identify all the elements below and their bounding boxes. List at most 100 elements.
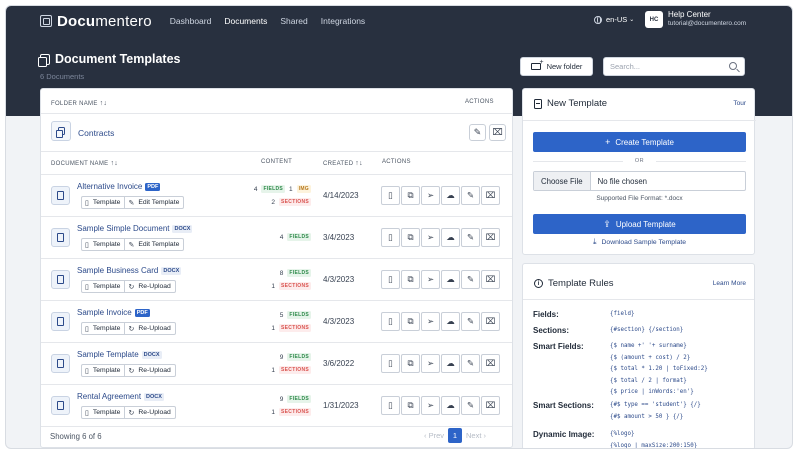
user-menu[interactable]: Help Center tutorial@documentero.com — [668, 10, 746, 28]
upload-template-button[interactable]: ⇪ Upload Template — [533, 214, 746, 234]
learn-more-link[interactable]: Learn More — [712, 280, 746, 287]
copy-button[interactable]: ⧉ — [401, 396, 420, 415]
created-date: 1/31/2023 — [323, 401, 359, 410]
copy-button[interactable]: ⧉ — [401, 312, 420, 331]
cloud-upload-button[interactable]: ☁ — [441, 228, 460, 247]
logo[interactable]: Documentero — [40, 13, 152, 30]
created-header[interactable]: CREATED ↑↓ — [323, 160, 363, 167]
template-button[interactable]: ▯ Template — [81, 364, 126, 377]
delete-button[interactable]: ⌧ — [481, 396, 500, 415]
send-icon: ➢ — [426, 232, 435, 242]
cloud-upload-button[interactable]: ☁ — [441, 396, 460, 415]
table-row[interactable]: Sample Simple Document DOCX ▯ Template ✎ Ed… — [41, 217, 512, 259]
download-sample-link[interactable]: ⤓ Download Sample Template — [592, 237, 687, 246]
next-button[interactable]: Next › — [466, 431, 487, 440]
folder-name-header[interactable]: FOLDER NAME ↑↓ — [51, 100, 108, 107]
copy-button[interactable]: ⧉ — [401, 354, 420, 373]
supported-format: Supported File Format: *.docx — [596, 195, 683, 202]
search-input[interactable] — [610, 58, 720, 75]
file-input[interactable]: Choose File No file chosen — [533, 171, 746, 191]
cloud-upload-button[interactable]: ☁ — [441, 312, 460, 331]
preview-button[interactable]: ▯ — [381, 396, 400, 415]
re-upload-button[interactable]: ↻ Re-Upload — [125, 364, 176, 377]
re-upload-button[interactable]: ↻ Re-Upload — [125, 406, 176, 419]
template-buttons: ▯ Template ✎ Edit Template — [81, 196, 185, 209]
template-button[interactable]: ▯ Template — [81, 280, 126, 293]
edit-icon: ✎ — [466, 316, 475, 326]
tour-link[interactable]: Tour — [733, 100, 746, 107]
edit-button[interactable]: ✎ — [461, 396, 480, 415]
preview-button[interactable]: ▯ — [381, 312, 400, 331]
file-icon: ▯ — [388, 358, 393, 368]
template-button[interactable]: ▯ Template — [81, 406, 126, 419]
send-button[interactable]: ➢ — [421, 354, 440, 373]
folder-row[interactable]: Contracts ✎ ⌧ — [41, 114, 512, 152]
delete-folder-button[interactable]: ⌧ — [489, 124, 506, 141]
template-button[interactable]: ▯ Template — [81, 196, 126, 209]
new-folder-button[interactable]: New folder — [520, 57, 593, 76]
prev-button[interactable]: ‹ Prev — [424, 431, 445, 440]
document-name[interactable]: Rental Agreement DOCX — [77, 392, 164, 401]
send-button[interactable]: ➢ — [421, 312, 440, 331]
edit-template-button[interactable]: ✎ Edit Template — [125, 238, 185, 251]
search-icon[interactable] — [729, 62, 737, 70]
preview-button[interactable]: ▯ — [381, 186, 400, 205]
nav-documents[interactable]: Documents — [224, 16, 268, 26]
cloud-upload-button[interactable]: ☁ — [441, 354, 460, 373]
table-row[interactable]: Rental Agreement DOCX ▯ Template ↻ Re-Uploa… — [41, 385, 512, 427]
page-1-button[interactable]: 1 — [448, 428, 463, 443]
document-name[interactable]: Sample Invoice PDF — [77, 308, 150, 317]
preview-button[interactable]: ▯ — [381, 270, 400, 289]
re-upload-button[interactable]: ↻ Re-Upload — [125, 280, 176, 293]
preview-button[interactable]: ▯ — [381, 228, 400, 247]
template-button[interactable]: ▯ Template — [81, 238, 126, 251]
folder-name[interactable]: Contracts — [78, 128, 115, 138]
copy-icon: ⧉ — [407, 358, 414, 368]
send-button[interactable]: ➢ — [421, 186, 440, 205]
edit-folder-button[interactable]: ✎ — [469, 124, 486, 141]
edit-button[interactable]: ✎ — [461, 354, 480, 373]
copy-button[interactable]: ⧉ — [401, 228, 420, 247]
edit-button[interactable]: ✎ — [461, 312, 480, 331]
document-name-header[interactable]: DOCUMENT NAME ↑↓ — [51, 160, 119, 167]
preview-button[interactable]: ▯ — [381, 354, 400, 373]
folder-icon — [51, 121, 71, 141]
table-row[interactable]: Sample Business Card DOCX ▯ Template ↻ Re-U… — [41, 259, 512, 301]
edit-button[interactable]: ✎ — [461, 186, 480, 205]
avatar[interactable]: HC — [645, 11, 663, 28]
create-template-button[interactable]: + Create Template — [533, 132, 746, 152]
nav-integrations[interactable]: Integrations — [320, 16, 366, 26]
edit-template-button[interactable]: ✎ Edit Template — [125, 196, 185, 209]
delete-button[interactable]: ⌧ — [481, 270, 500, 289]
document-name[interactable]: Sample Business Card DOCX — [77, 266, 182, 275]
template-buttons: ▯ Template ✎ Edit Template — [81, 238, 185, 251]
sections-stat: 1 SECTIONS — [271, 324, 311, 332]
table-row[interactable]: Sample Template DOCX ▯ Template ↻ Re-Upload… — [41, 343, 512, 385]
edit-button[interactable]: ✎ — [461, 270, 480, 289]
choose-file-button[interactable]: Choose File — [534, 172, 591, 190]
delete-button[interactable]: ⌧ — [481, 186, 500, 205]
delete-button[interactable]: ⌧ — [481, 354, 500, 373]
re-upload-button[interactable]: ↻ Re-Upload — [125, 322, 176, 335]
document-name[interactable]: Sample Simple Document DOCX — [77, 224, 193, 233]
edit-button[interactable]: ✎ — [461, 228, 480, 247]
search-box — [603, 57, 745, 76]
delete-button[interactable]: ⌧ — [481, 228, 500, 247]
send-button[interactable]: ➢ — [421, 396, 440, 415]
table-row[interactable]: Sample Invoice PDF ▯ Template ↻ Re-Upload 5… — [41, 301, 512, 343]
cloud-upload-button[interactable]: ☁ — [441, 186, 460, 205]
copy-button[interactable]: ⧉ — [401, 186, 420, 205]
template-button[interactable]: ▯ Template — [81, 322, 126, 335]
document-name[interactable]: Alternative Invoice PDF — [77, 182, 161, 191]
copy-button[interactable]: ⧉ — [401, 270, 420, 289]
cloud-upload-button[interactable]: ☁ — [441, 270, 460, 289]
sections-stat: 1 SECTIONS — [271, 408, 311, 416]
language-selector[interactable]: en-US ⌄ — [594, 15, 634, 24]
nav-dashboard[interactable]: Dashboard — [169, 16, 212, 26]
delete-button[interactable]: ⌧ — [481, 312, 500, 331]
table-row[interactable]: Alternative Invoice PDF ▯ Template ✎ Edit T… — [41, 175, 512, 217]
nav-shared[interactable]: Shared — [280, 16, 308, 26]
document-name[interactable]: Sample Template DOCX — [77, 350, 162, 359]
send-button[interactable]: ➢ — [421, 270, 440, 289]
send-button[interactable]: ➢ — [421, 228, 440, 247]
